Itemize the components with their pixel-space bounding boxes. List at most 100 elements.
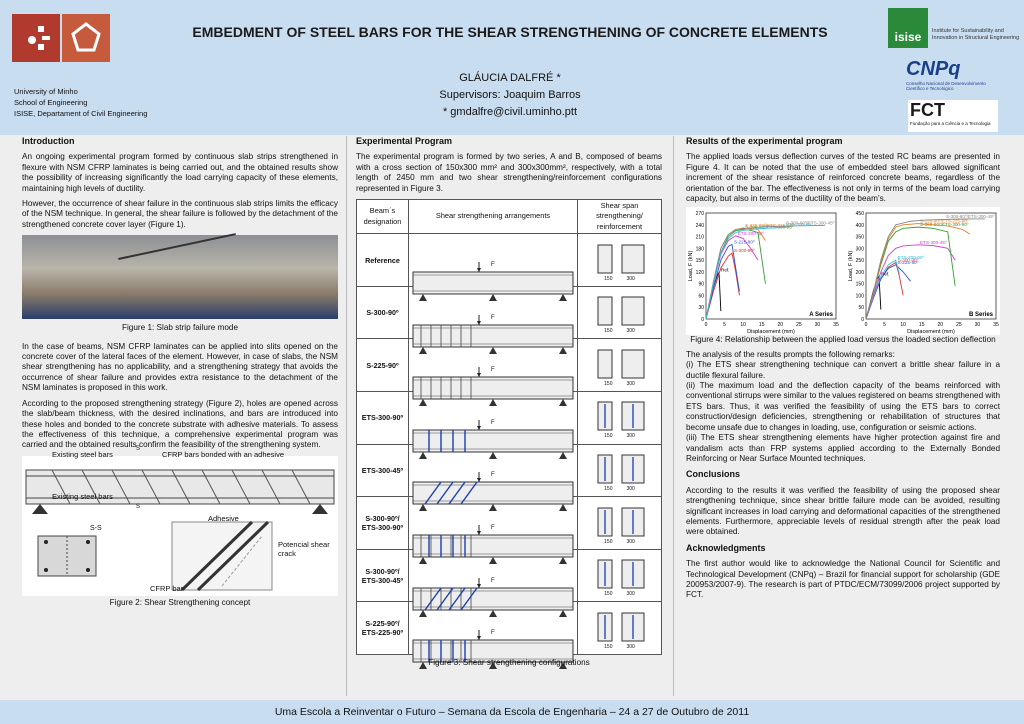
label-cfrp-bonded: CFRP bars bonded with an adhesive [162,449,285,459]
section-labels: 150 300 [578,380,661,387]
series-label: S-225-90º/ETS-225-90º [920,219,969,224]
beam-designation: S-225-90º/ ETS-225-90º [356,601,409,655]
y-tick-label: 450 [856,211,865,217]
intro-paragraph: However, the occurrence of shear failure… [22,199,338,229]
x-tick-label: 25 [956,322,962,328]
fct-mark: FCT [910,100,945,120]
x-tick-label: 25 [796,322,802,328]
col-header-designation: Beam´s designation [356,199,409,235]
y-tick-label: 0 [701,317,704,323]
y-tick-label: 200 [856,270,865,276]
section-width-label: 150 [604,380,613,387]
x-tick-label: 0 [705,322,708,328]
section-labels: 150 300 [578,275,661,282]
arrangement-cell: F [408,285,578,354]
beam-drawing [412,262,574,302]
table-row: ETS-300-45º F 150 300 [356,443,662,512]
label-section-s1: S [136,445,141,452]
x-tick-label: 20 [938,322,944,328]
label-cfrp-bar: CFRP bar [150,583,184,593]
cross-sections [597,507,644,537]
y-axis-label: Load, F (kN) [848,251,854,282]
y-tick-label: 270 [696,211,705,217]
authors-block: GLÁUCIA DALFRÉ * Supervisors: Joaquim Ba… [330,70,690,121]
crack-line [118,233,246,308]
section-width-label: 150 [604,485,613,492]
results-paragraph: The applied loads versus deflection curv… [686,152,1000,204]
intro-paragraph: According to the proposed strengthening … [22,398,338,450]
slab-failure-photo [22,233,338,320]
section-width-label: 300 [626,380,635,387]
series-label: S-300-90º/ETS-300-45º [786,221,835,226]
y-tick-label: 180 [696,247,705,253]
cross-sections [597,612,644,642]
section-width-label: 150 [604,538,613,545]
acknowledgments-paragraph: The first author would like to acknowled… [686,559,1000,600]
cross-sections [597,349,644,379]
label-existing-bars-2: Existing steel bars [52,491,113,501]
y-tick-label: 50 [858,306,864,312]
results-remark: (ii) The maximum load and the deflection… [686,381,1000,432]
series-line [705,244,740,320]
series-label: Ref. [881,272,889,277]
section-labels: 150 300 [578,590,661,597]
charts-svg: 0 5 10 15 20 25 30 350306090120150180210240270D… [688,211,999,335]
x-axis-label: Displacement (mm) [747,329,795,335]
section-cell: 150 300 [577,338,662,393]
beam-designation: Reference [356,233,409,287]
section-width-label: 150 [604,433,613,440]
x-tick-label: 10 [900,322,906,328]
beam-drawing [412,577,574,617]
section-labels: 150 300 [578,485,661,492]
affiliation-line: ISISE, Departament of Civil Engineering [14,109,148,118]
results-paragraph: The analysis of the results prompts the … [686,349,895,359]
supervisors: Supervisors: Joaquim Barros [439,89,581,101]
beam-drawing [412,630,574,670]
y-tick-label: 120 [696,270,705,276]
y-tick-label: 240 [696,223,705,229]
figure2-drawing [25,469,335,591]
label-section-ss: S-S [90,524,102,532]
section-cell: 150 300 [577,391,662,445]
experimental-column: Experimental Program The experimental pr… [356,136,662,670]
beam-drawing [412,472,574,512]
figure3-caption: Figure 3: Shear strengthening configurat… [428,658,590,667]
series-line [705,225,825,320]
shear-strengthening-figure: Existing steel bars CFRP bars bonded wit… [22,446,338,596]
x-tick-label: 10 [740,322,746,328]
col-header-arrangements: Shear strengthening arrangements [408,199,578,235]
column-divider [673,136,674,696]
table-row: S-300-90º/ ETS-300-45º F 150 300 [356,548,662,617]
chart-title: B Series [969,312,994,318]
affiliation-line: School of Engineering [14,98,88,107]
beam-drawing [412,314,574,354]
isise-line: Institute for Sustainability and [932,28,1004,34]
beam-designation: ETS-300-90º [356,391,409,445]
series-label: ETS-300-45º [920,240,947,245]
fct-sub: Fundação para a Ciência e a Tecnologia [910,121,991,126]
isise-line: Innovation in Structural Engineering [932,35,1020,41]
series-label: S-300-90º/ETS-300-45º [946,214,995,219]
uminho-logo [12,14,60,62]
y-tick-label: 400 [856,223,865,229]
y-tick-label: 300 [856,247,865,253]
cross-sections [597,559,644,589]
series-label: S-225-90º [898,260,919,265]
x-tick-label: 35 [833,322,839,328]
x-tick-label: 30 [815,322,821,328]
beam-designation: S-300-90º/ ETS-300-45º [356,548,409,603]
series-label: S-225-90º [734,240,755,245]
x-tick-label: 5 [883,322,886,328]
col-header-shear-span: Shear span strengthening/ reinforcement [577,199,662,235]
cnpq-sub: Conselho Nacional de Desenvolvimento [906,81,986,86]
author-name: GLÁUCIA DALFRÉ * [459,72,561,84]
section-width-label: 300 [626,485,635,492]
section-width-label: 150 [604,591,613,598]
y-tick-label: 210 [696,235,705,241]
cross-sections [597,454,644,484]
table-row: S-300-90º F 150 300 [356,285,662,354]
series-line [705,227,788,320]
beam-drawing [412,367,574,407]
x-tick-label: 30 [975,322,981,328]
section-width-label: 150 [604,328,613,335]
